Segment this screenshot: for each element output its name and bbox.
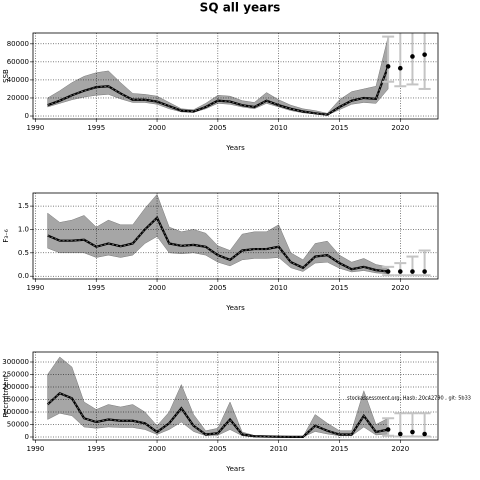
forecast-point [385,427,391,432]
estimate-line-dash [47,217,389,272]
y-tick-label: 20000 [7,94,29,102]
y-tick-label: 100000 [2,408,29,416]
x-tick-label: 2000 [148,284,166,292]
x-tick-label: 2020 [391,284,409,292]
y-tick-label: 200000 [2,383,29,391]
x-tick-label: 2000 [148,445,166,453]
y-tick-label: 0 [25,112,29,120]
forecast-point [385,64,391,69]
x-tick-label: 1995 [87,445,105,453]
estimate-line-dash [47,392,389,438]
plot-area [33,352,438,440]
x-tick-label: 2015 [331,445,349,453]
forecast-point [385,269,391,274]
forecast-point [397,65,403,71]
y-tick-label: 1.5 [18,202,29,210]
y-tick-label: 0.5 [18,249,29,257]
y-tick-label: 50000 [7,421,29,429]
x-axis-label: Years [225,465,245,473]
plot-area [33,33,438,119]
forecast-point [422,269,427,274]
confidence-band [47,36,389,116]
forecast-point [397,269,403,274]
y-tick-label: 1.0 [18,225,29,233]
x-tick-label: 2020 [391,124,409,132]
plot-frame [32,351,439,441]
chart-title: SQ all years [200,1,281,15]
y-axis-label: SSB [2,69,10,83]
x-axis-label: Years [225,304,245,312]
y-tick-label: 60000 [7,58,29,66]
x-tick-label: 1995 [87,124,105,132]
x-tick-label: 2015 [331,124,349,132]
x-tick-label: 1990 [27,124,45,132]
y-tick-label: 250000 [2,371,29,379]
x-tick-label: 2010 [270,124,288,132]
y-tick-label: 40000 [7,76,29,84]
forecast-point [410,269,415,274]
annotation: stockassessment.org, Hash: 20c42790 , gi… [347,396,471,402]
y-tick-label: 300000 [2,358,29,366]
forecast-point [422,431,427,437]
x-tick-label: 2015 [331,284,349,292]
forecast-point [397,431,403,437]
x-tick-label: 2010 [270,445,288,453]
y-tick-label: 0 [25,433,29,441]
x-tick-label: 2005 [209,284,227,292]
x-tick-label: 2005 [209,445,227,453]
plot-frame [32,192,439,280]
y-tick-label: 0.0 [18,272,29,280]
forecast-point [410,54,415,59]
x-tick-label: 1990 [27,445,45,453]
y-tick-label: 150000 [2,396,29,404]
x-tick-label: 2005 [209,124,227,132]
x-tick-label: 1990 [27,284,45,292]
y-axis-label: Recruitment [2,374,10,417]
y-tick-label: 80000 [7,40,29,48]
plot-area [33,193,438,279]
y-axis-label: F₃₋₆ [2,229,10,243]
x-tick-label: 2000 [148,124,166,132]
estimate-line-dash [47,66,389,116]
x-tick-label: 2020 [391,445,409,453]
x-tick-label: 1995 [87,284,105,292]
forecast-point [422,52,427,57]
plot-frame [32,32,439,120]
x-axis-label: Years [225,144,245,152]
x-tick-label: 2010 [270,284,288,292]
forecast-point [410,429,415,435]
